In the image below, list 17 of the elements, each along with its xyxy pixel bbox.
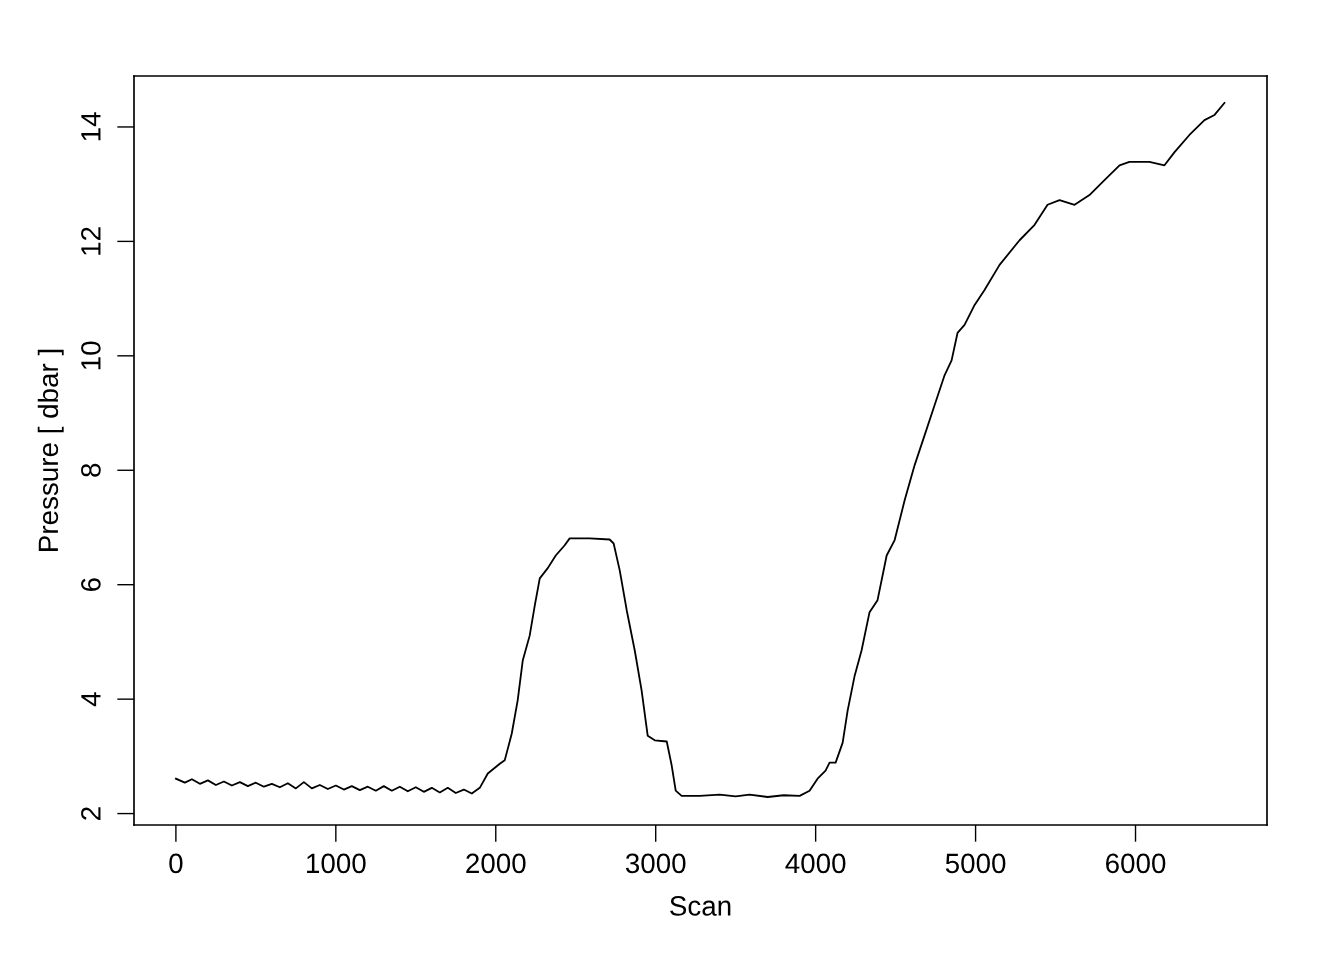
x-tick-label: 6000 (1106, 853, 1166, 874)
y-tick-label: 8 (81, 463, 101, 477)
y-tick-label: 2 (81, 807, 101, 820)
x-tick-label: 4000 (785, 853, 846, 874)
line-series (174, 102, 1226, 798)
y-tick-label: 12 (81, 227, 101, 255)
x-tick-label: 3000 (625, 853, 686, 874)
x-axis-title: Scan (670, 896, 731, 916)
y-tick-label: 10 (81, 341, 101, 370)
x-tick-label: 1000 (307, 853, 366, 874)
x-tick-label: 5000 (945, 853, 1006, 874)
y-tick-label: 6 (81, 578, 101, 592)
y-tick-label: 4 (81, 692, 101, 707)
y-tick-label: 14 (81, 112, 101, 141)
y-axis-title: Pressure [ dbar ] (37, 349, 64, 551)
x-tick-label: 0 (169, 853, 183, 874)
x-tick-label: 2000 (466, 853, 526, 874)
